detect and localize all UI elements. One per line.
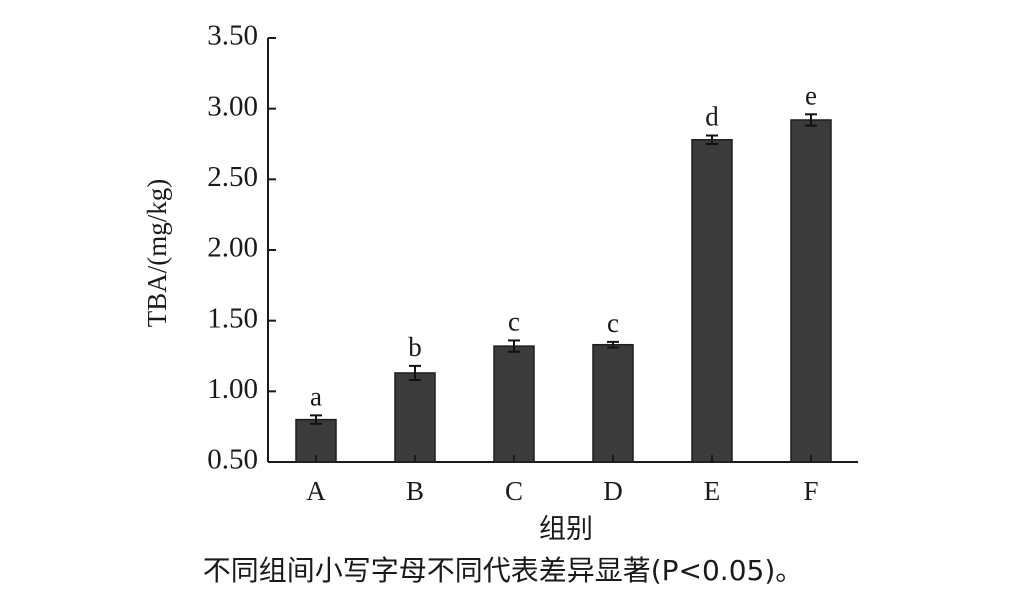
x-tick-label-A: A (306, 476, 326, 506)
y-tick-label: 1.50 (207, 302, 258, 334)
bar-F (790, 119, 832, 463)
significance-letter-B: b (408, 332, 422, 362)
x-tick-label-D: D (603, 476, 623, 506)
y-tick-label: 1.00 (207, 373, 258, 405)
x-tick-label-F: F (803, 476, 818, 506)
x-tick-label-E: E (704, 476, 721, 506)
y-tick-label: 3.50 (207, 20, 258, 52)
y-tick-label: 3.00 (207, 90, 258, 122)
y-tick-label: 0.50 (207, 444, 258, 476)
x-axis-label: 组别 (539, 514, 593, 545)
significance-letter-D: c (607, 308, 619, 338)
significance-letter-C: c (508, 306, 520, 336)
significance-letter-F: e (805, 80, 817, 110)
y-tick-label: 2.50 (207, 161, 258, 193)
significance-letter-A: a (310, 381, 322, 411)
bar-E (691, 139, 733, 463)
significance-letter-E: d (705, 102, 719, 132)
y-tick-group: 0.50 1.00 1.50 2.00 2.50 3.00 3.50 (207, 20, 276, 476)
bar-C (493, 345, 535, 463)
bar-B (394, 372, 436, 463)
y-axis-label: TBA/(mg/kg) (142, 179, 172, 328)
bar-D (592, 343, 634, 463)
footnote: 不同组间小写字母不同代表差异显著(P<0.05)。 (203, 554, 804, 587)
x-tick-label-B: B (406, 476, 424, 506)
x-tick-label-C: C (505, 476, 523, 506)
x-tick-group: A B C D E F (306, 455, 819, 506)
bar-group: a b c c d e (295, 80, 832, 463)
y-tick-label: 2.00 (207, 232, 258, 264)
